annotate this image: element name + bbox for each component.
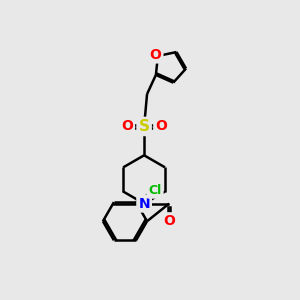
Text: N: N (138, 196, 150, 211)
Text: S: S (139, 119, 150, 134)
Text: O: O (155, 119, 167, 134)
Text: O: O (150, 47, 161, 61)
Text: O: O (163, 214, 175, 228)
Text: O: O (121, 119, 133, 134)
Text: Cl: Cl (148, 184, 162, 197)
